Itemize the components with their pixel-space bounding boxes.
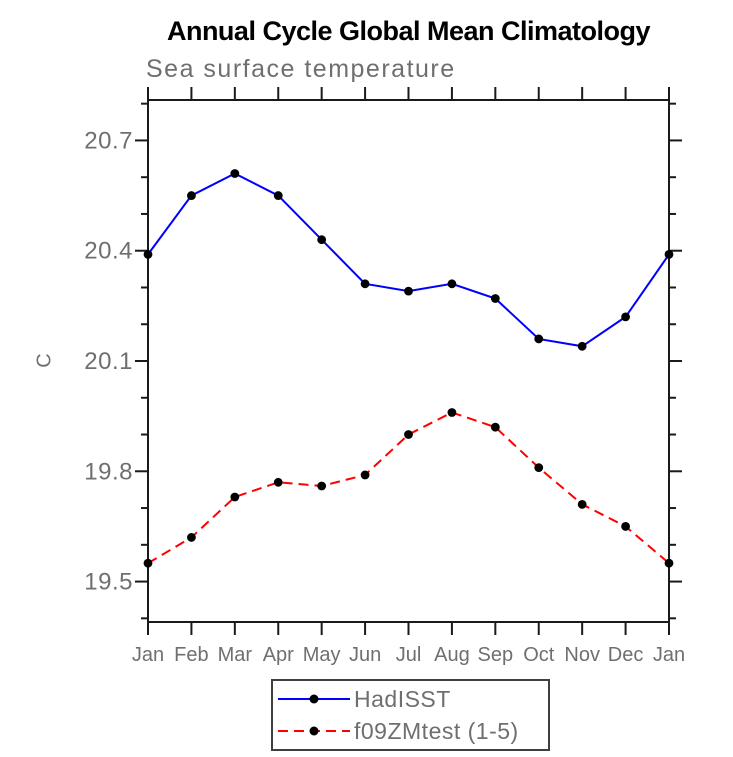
data-point <box>621 522 630 531</box>
legend-line-sample <box>278 726 350 736</box>
data-point <box>534 463 544 473</box>
data-point <box>143 249 153 259</box>
legend-entry: f09ZMtest (1-5) <box>276 715 548 747</box>
data-point <box>317 235 327 245</box>
x-tick-label: Jun <box>349 644 381 666</box>
data-point <box>577 499 587 509</box>
x-tick-label: May <box>303 644 341 666</box>
data-point <box>187 191 196 200</box>
series-line-0 <box>147 172 670 348</box>
y-tick-label: 19.8 <box>84 458 133 485</box>
data-point <box>360 470 370 480</box>
y-tick-label: 19.5 <box>84 569 133 596</box>
legend-marker-dot <box>309 726 319 736</box>
data-point <box>317 481 327 491</box>
data-point <box>187 533 196 542</box>
data-point <box>664 249 674 259</box>
x-tick-label: Oct <box>523 644 555 666</box>
x-tick-label: Jan <box>132 644 164 666</box>
chart-title: Annual Cycle Global Mean Climatology <box>166 16 651 46</box>
x-tick-label: Jul <box>396 644 422 666</box>
x-tick-label: Dec <box>608 644 644 666</box>
data-point <box>621 312 630 322</box>
data-point <box>143 558 153 568</box>
data-point <box>490 422 500 432</box>
data-point <box>664 558 674 568</box>
legend-line-sample <box>278 694 350 704</box>
y-tick-label: 20.1 <box>84 348 133 375</box>
data-point <box>230 169 240 178</box>
legend-box: HadISST f09ZMtest (1-5) <box>271 679 550 751</box>
legend-marker-dot <box>309 694 319 704</box>
y-tick-label: 20.4 <box>84 238 133 265</box>
x-tick-label: Jan <box>653 644 685 666</box>
legend-entry: HadISST <box>276 683 548 715</box>
plot-border <box>147 99 670 623</box>
chart-subtitle: Sea surface temperature <box>146 55 456 83</box>
x-tick-label: Mar <box>218 644 253 666</box>
x-tick-label: Nov <box>564 644 600 666</box>
data-point <box>490 294 500 303</box>
data-point <box>230 492 240 502</box>
data-point <box>273 191 283 200</box>
x-tick-label: Feb <box>174 644 208 666</box>
data-point <box>404 286 413 296</box>
x-tick-label: Aug <box>434 644 470 666</box>
data-point <box>273 477 283 487</box>
x-tick-label: Sep <box>478 644 514 666</box>
y-tick-label: 20.7 <box>84 127 133 154</box>
data-point <box>447 279 457 289</box>
legend-label: HadISST <box>354 685 451 712</box>
data-point <box>447 408 457 417</box>
data-point <box>577 341 587 351</box>
data-point <box>534 334 544 344</box>
x-tick-label: Apr <box>263 644 294 666</box>
data-point <box>360 279 370 289</box>
legend-label: f09ZMtest (1-5) <box>354 717 519 744</box>
data-point <box>404 430 413 439</box>
